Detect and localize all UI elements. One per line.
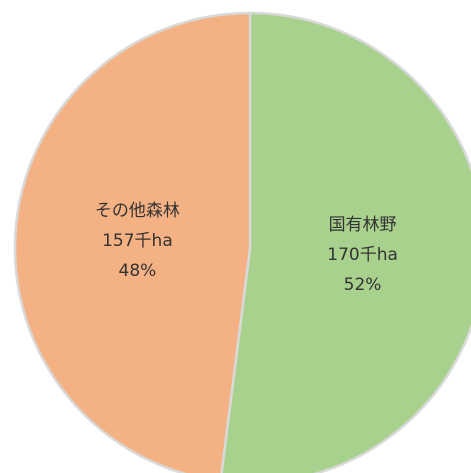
slice-amount: 157千ha <box>102 231 173 251</box>
slice-category: その他森林 <box>95 201 180 221</box>
slice-percent: 48% <box>119 261 157 281</box>
slice-percent: 52% <box>344 275 382 295</box>
pie-slice <box>220 11 471 473</box>
slice-amount: 170千ha <box>327 245 398 265</box>
slice-category: 国有林野 <box>329 215 397 235</box>
pie-slice <box>13 11 252 473</box>
